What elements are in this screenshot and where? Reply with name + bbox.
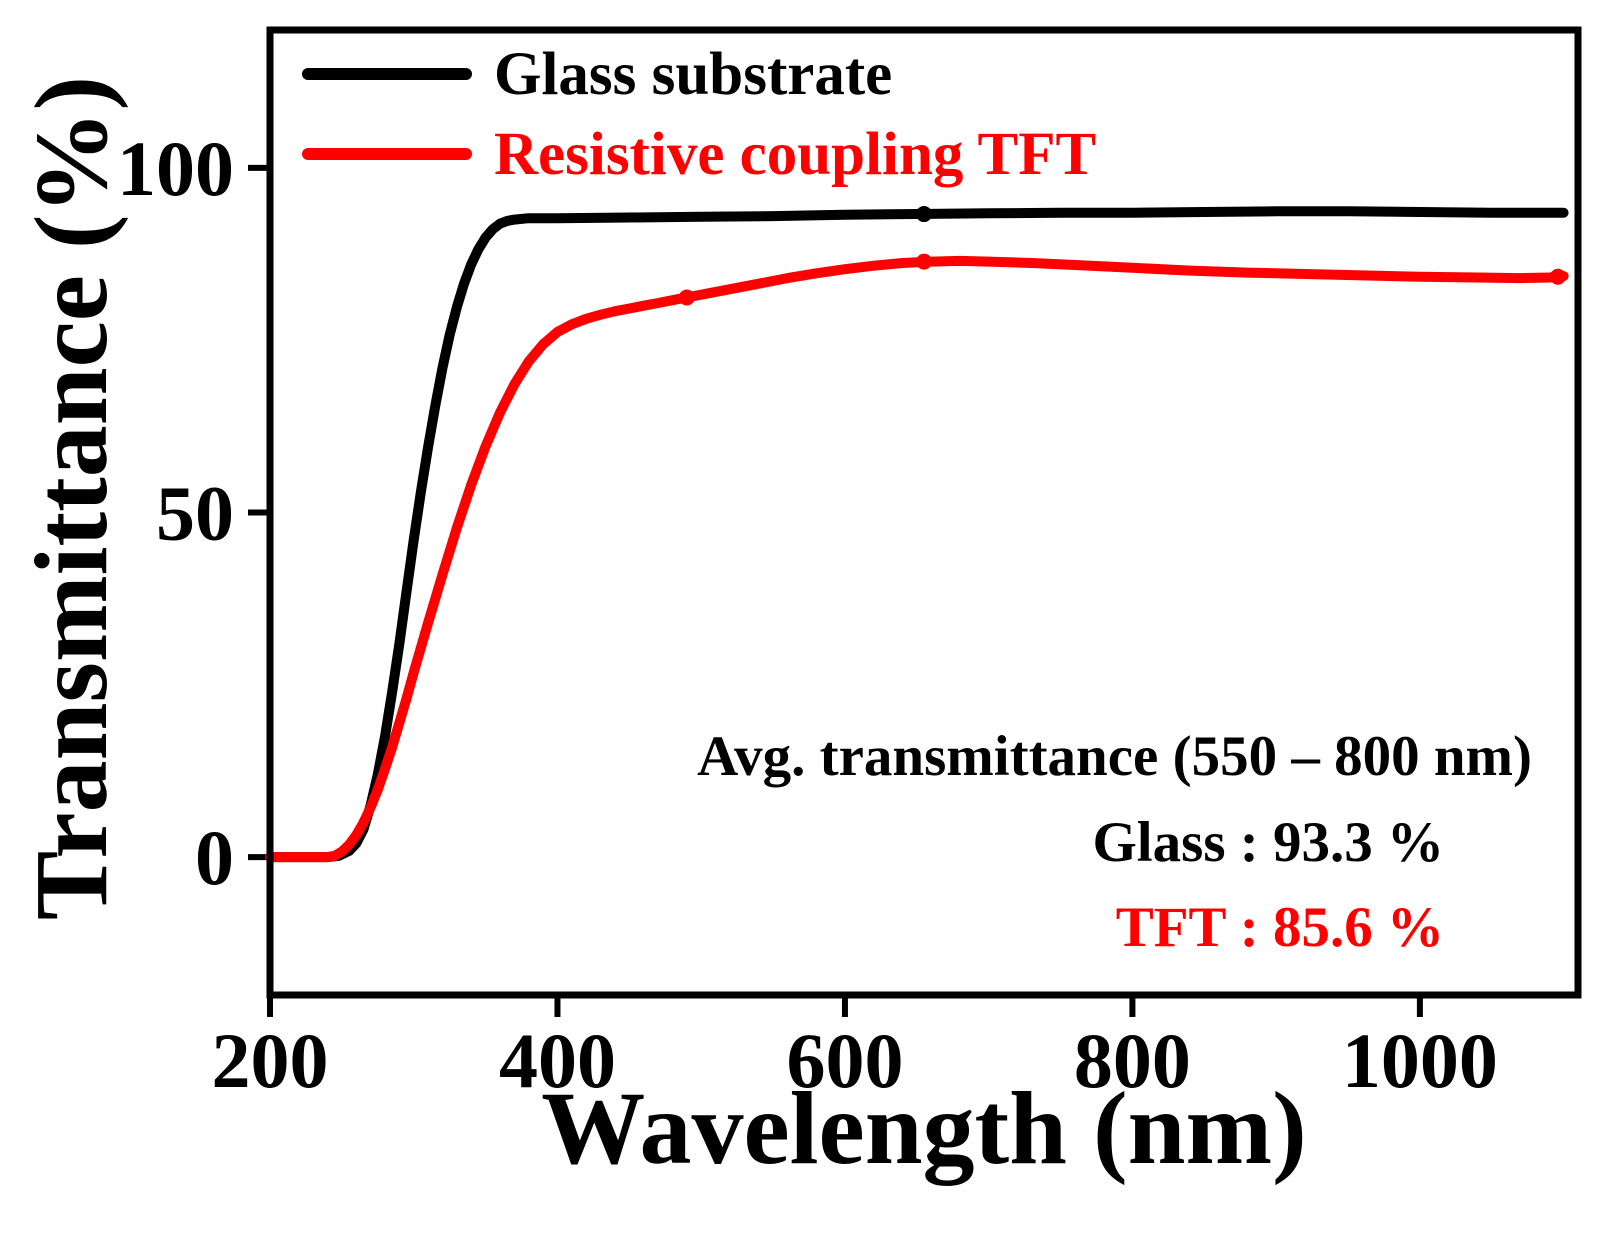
y-tick-label: 100 xyxy=(117,125,234,212)
y-tick-label: 0 xyxy=(195,814,234,901)
data-marker xyxy=(916,253,932,270)
data-marker xyxy=(1549,268,1566,285)
x-tick-label: 600 xyxy=(786,1017,903,1104)
legend-label-glass: Glass substrate xyxy=(494,40,893,108)
legend-label-tft: Resistive coupling TFT xyxy=(494,120,1097,188)
data-marker xyxy=(916,206,932,223)
x-axis-label: Wavelength (nm) xyxy=(541,1071,1307,1186)
series-line-1 xyxy=(265,255,1569,863)
y-tick-label: 50 xyxy=(156,470,234,557)
legend-item-tft: Resistive coupling TFT xyxy=(302,114,1096,194)
x-tick-label: 200 xyxy=(212,1017,329,1104)
avg-transmittance-annotation: Avg. transmittance (550 – 800 nm) Glass … xyxy=(697,714,1532,971)
tft-line-swatch xyxy=(302,148,472,160)
annotation-tft-value: TFT : 85.6 % xyxy=(1115,896,1444,959)
x-tick-label: 1000 xyxy=(1342,1017,1498,1104)
annotation-glass-value: Glass : 93.3 % xyxy=(1092,810,1444,874)
x-tick-label: 800 xyxy=(1074,1017,1191,1104)
annotation-title: Avg. transmittance (550 – 800 nm) xyxy=(697,725,1532,788)
x-tick-label: 400 xyxy=(499,1017,616,1104)
legend: Glass substrate Resistive coupling TFT xyxy=(302,34,1096,194)
y-axis-label: Transmittance (%) xyxy=(14,75,129,921)
plot-border xyxy=(266,26,1582,999)
glass-line-swatch xyxy=(302,68,472,80)
data-marker xyxy=(678,289,695,306)
legend-item-glass: Glass substrate xyxy=(302,34,1096,114)
